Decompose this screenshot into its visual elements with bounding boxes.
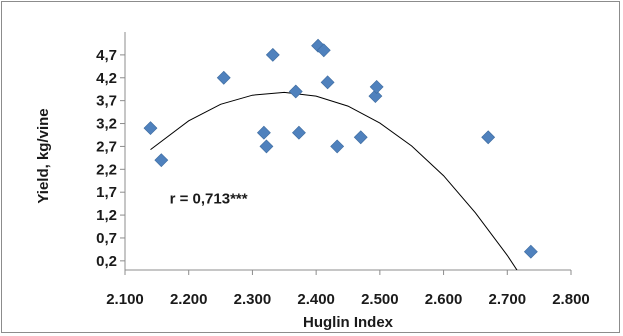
x-tick-label: 2.800 bbox=[552, 291, 590, 308]
x-tick-label: 2.100 bbox=[106, 291, 144, 308]
data-point bbox=[292, 125, 306, 140]
data-point bbox=[288, 84, 303, 99]
x-axis-title: Huglin Index bbox=[303, 314, 394, 331]
data-point bbox=[154, 153, 169, 168]
data-point bbox=[320, 75, 335, 90]
y-tick-label: 0,7 bbox=[96, 230, 117, 247]
data-point bbox=[316, 43, 331, 58]
data-point bbox=[523, 244, 538, 259]
points-layer bbox=[143, 38, 538, 259]
labels-layer: 0,2 0,7 1,2 1,7 2,2 2,7 3,2 3,7 4,2 4,7 2.100 2.200… bbox=[35, 47, 590, 331]
data-point bbox=[353, 130, 368, 145]
trendline-layer bbox=[150, 91, 518, 270]
data-point bbox=[330, 139, 345, 154]
data-point bbox=[481, 130, 496, 145]
axes bbox=[120, 32, 572, 275]
y-tick-label: 2,2 bbox=[96, 161, 117, 178]
trendline bbox=[150, 91, 518, 270]
y-tick-label: 2,7 bbox=[96, 138, 117, 155]
data-point bbox=[265, 47, 280, 62]
data-point bbox=[259, 139, 274, 154]
data-point bbox=[369, 79, 384, 94]
y-tick-label: 1,2 bbox=[96, 207, 117, 224]
data-point bbox=[368, 89, 383, 104]
data-point bbox=[216, 70, 231, 85]
y-tick-label: 0,2 bbox=[96, 253, 117, 270]
y-tick-label: 3,2 bbox=[96, 116, 117, 133]
x-tick-label: 2.200 bbox=[170, 291, 208, 308]
data-point bbox=[256, 125, 271, 140]
x-tick-label: 2.400 bbox=[297, 291, 335, 308]
y-axis-title: Yield, kg/vine bbox=[35, 108, 52, 203]
x-tick-label: 2.300 bbox=[234, 291, 272, 308]
x-tick-label: 2.700 bbox=[489, 291, 527, 308]
y-tick-label: 1,7 bbox=[96, 184, 117, 201]
y-tick-label: 4,2 bbox=[96, 70, 117, 87]
x-tick-label: 2.500 bbox=[361, 291, 399, 308]
correlation-annotation: r = 0,713*** bbox=[170, 191, 248, 208]
data-point bbox=[143, 121, 158, 136]
y-tick-label: 3,7 bbox=[96, 93, 117, 110]
x-tick-label: 2.600 bbox=[425, 291, 463, 308]
y-tick-label: 4,7 bbox=[96, 47, 117, 64]
